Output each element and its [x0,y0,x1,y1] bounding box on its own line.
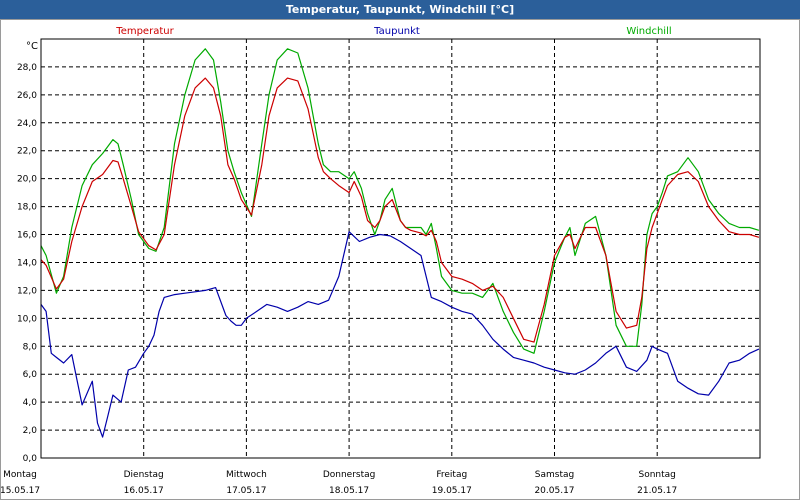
x-tick-day: Samstag [535,470,574,480]
y-tick-label: 26,0 [17,91,37,101]
x-tick-day: Donnerstag [323,470,376,480]
x-tick-date: 19.05.17 [432,486,472,496]
series-lines [40,48,760,438]
grid-lines [41,39,760,458]
x-tick-date: 16.05.17 [124,486,164,496]
series-line-windchill [40,48,760,354]
y-tick-label: 20,0 [17,175,37,185]
series-line-taupunkt [40,231,760,438]
y-tick-label: 10,0 [17,314,37,324]
y-tick-label: 4,0 [23,398,38,408]
legend-windchill: Windchill [626,26,671,37]
x-tick-day: Dienstag [124,470,164,480]
window-title: Temperatur, Taupunkt, Windchill [°C] [0,0,800,19]
x-tick-date: 20.05.17 [534,486,574,496]
y-tick-label: 28,0 [17,63,37,73]
y-tick-label: 6,0 [23,370,38,380]
y-tick-label: 12,0 [17,286,37,296]
y-tick-label: 8,0 [23,342,38,352]
x-tick-date: 18.05.17 [329,486,369,496]
legend-taupunkt: Taupunkt [373,26,420,37]
plot-border [40,38,761,459]
x-tick-labels: Montag 15.05.17 Dienstag 16.05.17 Mittwoch 17… [0,470,677,496]
x-tick-day: Montag [3,470,37,480]
y-tick-label: 2,0 [23,426,38,436]
y-tick-label: 14,0 [17,258,37,268]
x-tick-day: Freitag [436,470,467,480]
y-tick-label: 16,0 [17,231,37,241]
y-tick-label: 22,0 [17,147,37,157]
x-tick-day: Mittwoch [226,470,267,480]
legend-temperatur: Temperatur [115,26,174,37]
y-tick-label: 24,0 [17,119,37,129]
x-tick-day: Sonntag [639,470,676,480]
series-line-temperatur [40,77,760,343]
x-tick-date: 21.05.17 [637,486,677,496]
y-axis-label: °C [26,41,38,52]
y-tick-label: 18,0 [17,203,37,213]
y-tick-label: 0,0 [23,454,38,464]
y-tick-labels: 0,0 2,0 4,0 6,0 8,0 10,0 12,0 14,0 16,0 18,0 20,0 2… [17,63,37,464]
x-tick-date: 17.05.17 [226,486,266,496]
x-tick-date: 15.05.17 [0,486,40,496]
